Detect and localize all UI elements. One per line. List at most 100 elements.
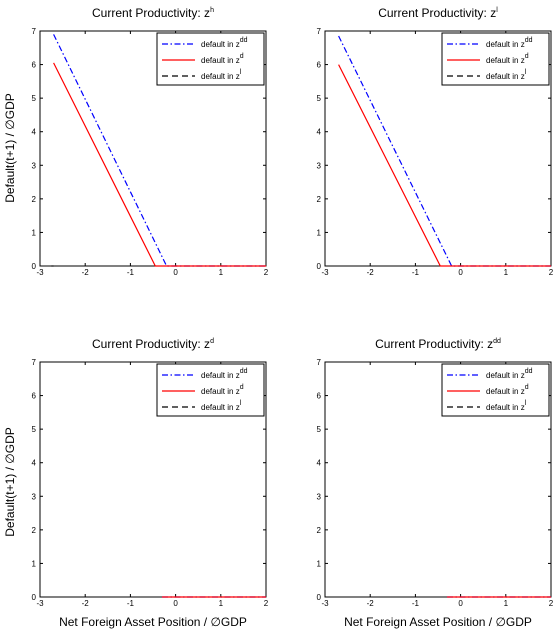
x-tick-label: 2	[549, 599, 554, 608]
y-tick-label: 5	[317, 94, 322, 103]
legend-entry-d: default in zd	[486, 384, 529, 396]
y-tick-label: 3	[32, 161, 37, 170]
x-tick-label: 2	[549, 268, 554, 277]
legend-box	[156, 32, 265, 86]
y-tick-label: 0	[32, 593, 37, 602]
x-tick-label: 1	[219, 599, 224, 608]
y-tick-label: 6	[32, 392, 37, 401]
legend-entry-l: default in zl	[486, 400, 527, 412]
y-tick-label: 6	[32, 61, 37, 70]
y-tick-label: 4	[317, 128, 322, 137]
figure-ylabel-bottom: Default(t+1) / ∅GDP	[3, 427, 17, 537]
chart-title-superscript: d	[210, 338, 214, 345]
figure-xlabel-left: Net Foreign Asset Position / ∅GDP	[59, 615, 247, 629]
x-tick-label: -3	[321, 599, 329, 608]
y-tick-label: 1	[317, 228, 322, 237]
legend-entry-l: default in zl	[201, 400, 242, 412]
y-tick-label: 6	[317, 392, 322, 401]
legend-entry-dd-superscript: dd	[525, 37, 533, 44]
chart-title-text: Current Productivity: z	[375, 337, 493, 351]
x-tick-label: 2	[264, 268, 269, 277]
legend-entry-dd-superscript: dd	[240, 37, 248, 44]
legend-entry-l-superscript: l	[525, 69, 527, 76]
y-tick-label: 1	[32, 228, 37, 237]
legend-entry-l-text: default in z	[486, 403, 525, 412]
legend-entry-d: default in zd	[201, 384, 244, 396]
y-tick-label: 2	[317, 195, 322, 204]
chart-title: Current Productivity: zl	[378, 6, 498, 20]
legend-entry-d-text: default in z	[486, 387, 525, 396]
chart-panels: -3 -2 -1 0 1 2 0 1 2 3 4 5 6 7 Current Productivity: z…	[32, 6, 554, 608]
chart-panel-1: -3 -2 -1 0 1 2 0 1 2 3 4 5 6 7 Current Productivity: z…	[32, 6, 269, 277]
x-tick-label: -3	[321, 268, 329, 277]
chart-title-text: Current Productivity: z	[92, 337, 210, 351]
y-tick-label: 5	[32, 94, 37, 103]
y-tick-label: 7	[317, 358, 322, 367]
legend-entry-dd: default in zdd	[201, 37, 248, 49]
x-tick-label: -2	[82, 268, 90, 277]
legend-entry-l: default in zl	[486, 69, 527, 81]
legend-entry-l-superscript: l	[240, 69, 242, 76]
legend-entry-d: default in zd	[201, 53, 244, 65]
figure-xlabel-right: Net Foreign Asset Position / ∅GDP	[344, 615, 532, 629]
x-tick-label: 1	[504, 599, 509, 608]
x-tick-label: -1	[412, 599, 420, 608]
legend-entry-dd: default in zdd	[486, 37, 533, 49]
legend-entry-l-superscript: l	[240, 400, 242, 407]
x-tick-label: 0	[173, 599, 178, 608]
x-tick-label: 0	[458, 268, 463, 277]
legend-entry-dd-superscript: dd	[525, 368, 533, 375]
legend-entry-l: default in zl	[201, 69, 242, 81]
chart-title-superscript: dd	[493, 338, 501, 345]
legend-entry-d-text: default in z	[486, 56, 525, 65]
y-tick-label: 2	[32, 526, 37, 535]
y-tick-label: 2	[317, 526, 322, 535]
y-tick-label: 5	[317, 425, 322, 434]
x-tick-label: 0	[458, 599, 463, 608]
y-tick-label: 0	[317, 262, 322, 271]
y-tick-label: 1	[32, 559, 37, 568]
y-tick-label: 3	[317, 161, 322, 170]
legend-entry-dd-text: default in z	[201, 40, 240, 49]
chart-panel-4: -3 -2 -1 0 1 2 0 1 2 3 4 5 6 7 Current Productivity: z…	[317, 337, 554, 608]
y-tick-label: 6	[317, 61, 322, 70]
x-tick-label: 1	[504, 268, 509, 277]
x-tick-label: 1	[219, 268, 224, 277]
legend-entry-d-superscript: d	[525, 53, 529, 60]
y-tick-label: 2	[32, 195, 37, 204]
x-tick-label: -3	[36, 268, 44, 277]
chart-title-superscript: l	[496, 7, 498, 14]
chart-title: Current Productivity: zd	[92, 337, 214, 351]
series-line-d	[53, 62, 266, 267]
y-tick-label: 4	[32, 459, 37, 468]
y-tick-label: 7	[317, 27, 322, 36]
legend-entry-d-text: default in z	[201, 56, 240, 65]
x-tick-label: -1	[127, 599, 135, 608]
chart-title: Current Productivity: zdd	[375, 337, 501, 351]
y-tick-label: 3	[32, 492, 37, 501]
y-tick-label: 4	[32, 128, 37, 137]
figure-ylabel-top: Default(t+1) / ∅GDP	[3, 93, 17, 203]
x-tick-label: 2	[264, 599, 269, 608]
x-tick-label: 0	[173, 268, 178, 277]
y-tick-label: 0	[317, 593, 322, 602]
legend-entry-dd-text: default in z	[486, 40, 525, 49]
legend-entry-d-superscript: d	[525, 384, 529, 391]
legend-entry-d: default in zd	[486, 53, 529, 65]
legend-entry-l-text: default in z	[201, 403, 240, 412]
legend-entry-d-superscript: d	[240, 53, 244, 60]
y-tick-label: 4	[317, 459, 322, 468]
x-tick-label: -1	[412, 268, 420, 277]
x-tick-label: -1	[127, 268, 135, 277]
x-tick-label: -3	[36, 599, 44, 608]
chart-title-text: Current Productivity: z	[92, 6, 210, 20]
y-tick-label: 7	[32, 358, 37, 367]
legend-entry-d-superscript: d	[240, 384, 244, 391]
x-tick-label: -2	[367, 599, 375, 608]
chart-panel-2: -3 -2 -1 0 1 2 0 1 2 3 4 5 6 7 Current Productivity: z…	[317, 6, 554, 277]
